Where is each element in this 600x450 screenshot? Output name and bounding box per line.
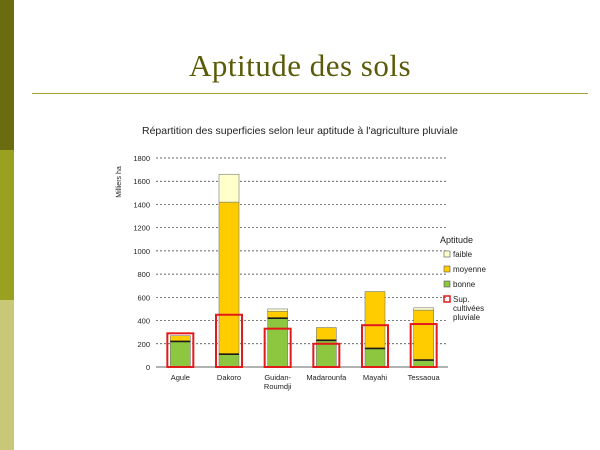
chart-title: Répartition des superficies selon leur a… [142, 125, 458, 137]
bar-segment-moyenne [170, 335, 191, 342]
y-tick-label: 1400 [133, 200, 150, 209]
bar-segment-bonne [267, 317, 288, 368]
cultivated-area-box [263, 327, 292, 368]
bar-segment-bonne [170, 341, 191, 368]
y-tick-label: 400 [137, 317, 150, 326]
cultivated-area-box [312, 342, 341, 368]
bar-segment-moyenne [267, 310, 288, 319]
bar-segment-faible [218, 173, 240, 203]
y-tick-label: 800 [137, 270, 150, 279]
y-tick-label: 1000 [133, 247, 150, 256]
legend-title: Aptitude [440, 235, 473, 245]
x-tick-label: Mayahi [363, 373, 388, 382]
slide-accent-bar-bottom [0, 300, 14, 450]
bar-segment-bonne [364, 348, 386, 368]
y-axis-label: Milliers ha [116, 166, 123, 198]
y-tick-label: 200 [137, 340, 150, 349]
x-tick-label: Madarounfa [306, 373, 347, 382]
bar-segment-moyenne [316, 327, 337, 341]
cultivated-area-box [409, 323, 438, 368]
bar-segment-faible [413, 307, 434, 311]
bar-segment-bonne [413, 359, 434, 368]
legend-label-moyenne: moyenne [453, 265, 486, 274]
y-tick-label: 0 [146, 363, 150, 372]
legend-label-cultivees: cultivées [453, 304, 484, 313]
bar-segment-moyenne [218, 201, 240, 355]
legend-label-cultivees: pluviale [453, 313, 481, 322]
x-tick-label: Roumdji [264, 382, 292, 391]
title-divider [32, 93, 588, 94]
bar-segment-bonne [218, 353, 240, 368]
legend-swatch-moyenne [443, 265, 451, 273]
y-tick-label: 1200 [133, 224, 150, 233]
y-tick-label: 1600 [133, 177, 150, 186]
x-tick-label: Tessaoua [408, 373, 441, 382]
slide-title: Aptitude des sols [188, 48, 412, 83]
x-tick-label: Agule [171, 373, 190, 382]
cultivated-area-box [361, 324, 389, 369]
y-tick-label: 600 [137, 293, 150, 302]
y-tick-label: 1800 [133, 154, 150, 163]
cultivated-area-box [166, 332, 195, 369]
cultivated-area-box [215, 313, 243, 368]
slide-accent-bar-top [0, 0, 14, 150]
bar-segment-moyenne [413, 309, 434, 361]
x-tick-label: Dakoro [217, 373, 241, 382]
x-tick-label: Guidan- [264, 373, 291, 382]
legend-swatch-faible [443, 250, 451, 258]
legend-swatch-cultivees [443, 295, 451, 303]
legend-swatch-bonne [443, 280, 451, 288]
bar-segment-faible [267, 308, 288, 312]
legend-label-cultivees: Sup. [453, 295, 469, 304]
bar-segment-moyenne [364, 291, 386, 349]
legend-label-bonne: bonne [453, 280, 476, 289]
legend-label-faible: faible [453, 250, 473, 259]
slide-accent-bar-middle [0, 150, 14, 300]
